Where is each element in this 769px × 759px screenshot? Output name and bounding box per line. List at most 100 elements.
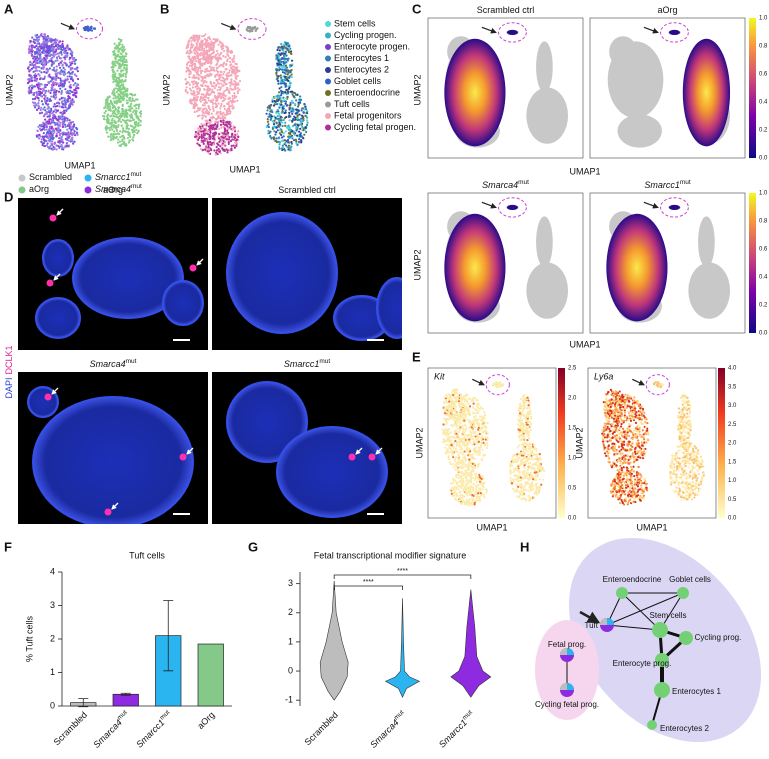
umap-cell xyxy=(56,124,60,127)
umap-cell xyxy=(44,41,47,44)
umap-cell xyxy=(450,492,453,495)
umap-cell xyxy=(38,35,41,38)
umap-cell xyxy=(223,105,226,108)
umap-cell xyxy=(49,75,52,79)
umap-cell xyxy=(265,125,268,129)
umap-cell xyxy=(288,44,291,48)
umap-cell xyxy=(69,86,72,89)
umap-cell xyxy=(299,127,302,130)
umap-cell xyxy=(185,52,188,55)
umap-cell xyxy=(120,124,123,127)
umap-cell xyxy=(458,494,462,498)
umap-cell xyxy=(69,57,72,60)
umap-cell xyxy=(280,119,283,122)
umap-cell xyxy=(478,497,481,501)
umap-cell xyxy=(54,81,57,84)
umap-cell xyxy=(130,102,133,106)
umap-cell xyxy=(55,134,58,137)
umap-cell xyxy=(444,428,447,431)
umap-cell xyxy=(482,423,486,426)
umap-cell xyxy=(193,105,197,108)
umap-cell xyxy=(71,138,74,141)
umap-cell xyxy=(289,147,292,150)
umap-cell xyxy=(203,63,206,66)
umap-cell xyxy=(137,105,141,108)
umap-cell xyxy=(481,448,484,451)
umap-cell xyxy=(481,430,484,434)
umap-cell xyxy=(71,140,74,143)
umap-cell xyxy=(218,116,221,119)
umap-cell xyxy=(67,97,70,100)
umap-cell xyxy=(480,459,483,462)
umap-cell xyxy=(66,124,69,128)
umap-cell xyxy=(278,141,282,144)
umap-cell xyxy=(67,107,70,110)
umap-cell xyxy=(198,131,201,134)
umap-cell xyxy=(235,139,238,142)
organoid xyxy=(162,280,204,326)
umap-cell xyxy=(116,45,119,49)
umap-cell xyxy=(273,136,276,139)
umap-cell xyxy=(122,45,126,49)
umap-cell xyxy=(222,50,226,53)
legend-label: Cycling fetal progen. xyxy=(334,122,416,132)
umap-cell xyxy=(228,91,231,95)
umap-cell xyxy=(33,74,36,77)
umap-cell xyxy=(291,112,294,115)
umap-cell xyxy=(40,32,43,35)
umap-cell xyxy=(30,75,33,78)
umap-cell xyxy=(55,148,58,151)
umap-cell xyxy=(471,437,474,441)
umap-cell xyxy=(121,104,124,108)
umap-cell xyxy=(43,75,46,78)
umap-cell xyxy=(46,145,50,149)
umap-cell xyxy=(194,49,197,52)
umap-cell xyxy=(454,468,457,471)
legend-label-sup: mut xyxy=(131,171,142,178)
umap-cell xyxy=(212,38,215,41)
umap-cell xyxy=(215,151,218,154)
umap-cell xyxy=(229,140,233,143)
umap-cell xyxy=(292,101,295,104)
organoid xyxy=(276,426,388,518)
umap-cell xyxy=(226,149,229,152)
umap-cell xyxy=(188,83,191,86)
umap-cell xyxy=(135,128,138,132)
umap-cell xyxy=(207,113,210,116)
umap-cell xyxy=(286,104,289,107)
umap-cell xyxy=(105,131,108,134)
umap-cell xyxy=(193,76,196,79)
umap-cell xyxy=(230,133,234,136)
umap-cell xyxy=(56,104,59,108)
umap-cell xyxy=(116,95,119,98)
umap-cell xyxy=(31,50,34,53)
umap-cell xyxy=(123,80,126,83)
umap-cell xyxy=(472,402,475,405)
umap-cell xyxy=(458,443,461,446)
umap-cell xyxy=(289,64,292,67)
umap-cell xyxy=(111,117,114,120)
umap-cell xyxy=(462,403,465,407)
umap-cell xyxy=(270,117,273,120)
umap-cell xyxy=(303,133,306,136)
umap-cell xyxy=(235,70,239,73)
legend-label-text: Scrambled xyxy=(29,172,72,182)
umap-cell xyxy=(40,83,43,86)
umap-cell xyxy=(57,120,60,123)
umap-cell xyxy=(485,489,489,492)
umap-cell xyxy=(454,388,457,391)
umap-cell xyxy=(48,109,51,112)
umap-cell xyxy=(35,92,38,95)
panel-letter: E xyxy=(412,349,421,364)
umap-cell xyxy=(284,124,287,127)
umap-cell xyxy=(120,69,123,72)
umap-cell xyxy=(30,67,34,70)
umap-cell xyxy=(46,103,49,106)
umap-cell xyxy=(50,109,53,112)
umap-cell xyxy=(223,143,226,146)
channel-label: DAPIDCLK1 xyxy=(4,345,14,398)
umap-cell xyxy=(468,405,472,408)
umap-cell xyxy=(109,135,112,138)
colorbar-tick: 0.8 xyxy=(759,219,768,225)
umap-cell xyxy=(124,93,127,96)
